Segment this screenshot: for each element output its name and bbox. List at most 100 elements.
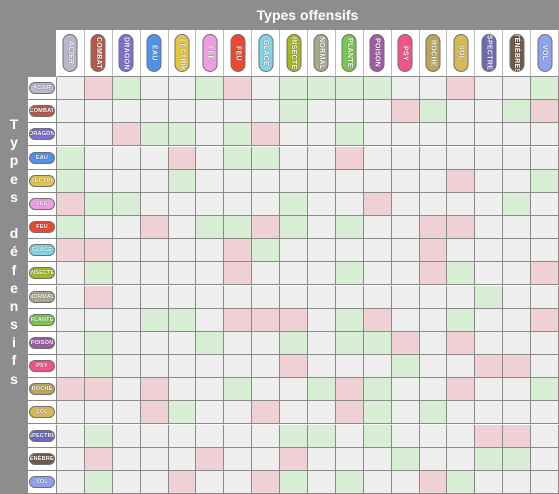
matchup-cell <box>308 146 336 170</box>
matchup-cell <box>168 424 197 448</box>
defensive-title-letter: y <box>10 134 18 151</box>
matchup-cell <box>168 262 197 286</box>
matchup-cell <box>196 100 225 124</box>
defensive-type-feu: FEU <box>28 216 57 240</box>
type-badge-label: DRAGON <box>122 36 130 70</box>
matchup-cell <box>335 146 364 170</box>
matchup-cell <box>140 447 169 471</box>
matchup-cell <box>419 192 448 216</box>
matchup-cell <box>419 331 448 355</box>
matchup-cell <box>391 424 420 448</box>
matchup-cell <box>252 100 281 124</box>
type-badge: NORMAL <box>313 34 329 72</box>
matchup-cell <box>224 378 253 402</box>
matchup-cell <box>503 401 532 425</box>
matchup-cell <box>363 285 392 309</box>
matchup-cell <box>280 262 308 286</box>
defensive-title-letter: f <box>11 352 17 369</box>
matchup-cell <box>84 100 113 124</box>
matchup-cell <box>475 447 504 471</box>
matchup-cell <box>280 355 308 379</box>
matchup-cell <box>84 192 113 216</box>
matchup-cell <box>224 424 253 448</box>
matchup-cell <box>140 192 169 216</box>
matchup-cell <box>363 331 392 355</box>
matchup-cell <box>335 378 364 402</box>
matchup-cell <box>335 447 364 471</box>
matchup-cell <box>391 239 420 263</box>
matchup-cell <box>419 424 448 448</box>
matchup-cell <box>363 308 392 332</box>
matchup-cell <box>84 239 113 263</box>
matchup-cell <box>112 262 141 286</box>
matchup-cell <box>335 401 364 425</box>
offensive-type-fee: FÉE <box>196 30 225 77</box>
matchup-cell <box>308 77 336 101</box>
matchup-cell <box>419 146 448 170</box>
matchup-cell <box>224 123 253 147</box>
matchup-cell <box>112 447 141 471</box>
type-badge: INSECTE <box>286 34 302 72</box>
matchup-cell <box>503 470 532 494</box>
matchup-cell <box>280 100 308 124</box>
matchup-cell <box>84 470 113 494</box>
defensive-type-roche: ROCHE <box>28 378 57 402</box>
matchup-cell <box>112 470 141 494</box>
matchup-cell <box>475 262 504 286</box>
type-badge: ACIER <box>29 82 55 95</box>
matchup-cell <box>252 470 281 494</box>
matchup-cell <box>447 470 476 494</box>
matchup-cell <box>447 401 476 425</box>
matchup-cell <box>57 424 85 448</box>
matchup-cell <box>84 424 113 448</box>
defensive-title-letter: s <box>10 316 18 333</box>
defensive-type-sol: SOL <box>28 401 57 425</box>
matchup-cell <box>531 77 559 101</box>
matchup-cell <box>419 447 448 471</box>
matchup-cell <box>280 424 308 448</box>
matchup-cell <box>308 308 336 332</box>
type-badge-label: POISON <box>373 38 381 68</box>
matchup-cell <box>57 262 85 286</box>
type-badge: PLANTE <box>341 34 357 72</box>
matchup-cell <box>308 169 336 193</box>
defensive-type-psy: PSY <box>28 355 57 379</box>
matchup-cell <box>363 169 392 193</box>
matchup-cell <box>224 77 253 101</box>
matchup-cell <box>140 146 169 170</box>
matchup-cell <box>419 285 448 309</box>
matchup-cell <box>168 308 197 332</box>
offensive-type-feu: FEU <box>224 30 253 77</box>
matchup-cell <box>224 216 253 240</box>
matchup-cell <box>363 123 392 147</box>
defensive-type-tenebres: TÉNÈBRES <box>28 447 57 471</box>
type-badge-label: ÉLECTRIK <box>178 34 186 72</box>
type-badge: DRAGON <box>118 34 134 72</box>
matchup-cell <box>363 262 392 286</box>
type-badge-label: COMBAT <box>94 37 102 69</box>
matchup-cell <box>196 355 225 379</box>
matchup-cell <box>447 146 476 170</box>
matchup-cell <box>475 308 504 332</box>
matchup-cell <box>335 77 364 101</box>
matchup-cell <box>224 146 253 170</box>
type-badge: SPECTRE <box>481 34 497 72</box>
matchup-cell <box>531 447 559 471</box>
matchup-cell <box>252 146 281 170</box>
matchup-cell <box>112 77 141 101</box>
matchup-cell <box>196 285 225 309</box>
matchup-cell <box>503 100 532 124</box>
type-badge-label: NORMAL <box>29 293 55 300</box>
matchup-cell <box>419 169 448 193</box>
type-badge: FEU <box>29 221 55 234</box>
type-badge-label: VOL <box>36 478 48 485</box>
matchup-cell <box>363 192 392 216</box>
type-badge-label: VOL <box>541 45 549 61</box>
matchup-cell <box>84 401 113 425</box>
matchup-cell <box>224 239 253 263</box>
matchup-cell <box>168 470 197 494</box>
matchup-cell <box>252 169 281 193</box>
matchup-cell <box>447 192 476 216</box>
defensive-type-plante: PLANTE <box>28 308 57 332</box>
